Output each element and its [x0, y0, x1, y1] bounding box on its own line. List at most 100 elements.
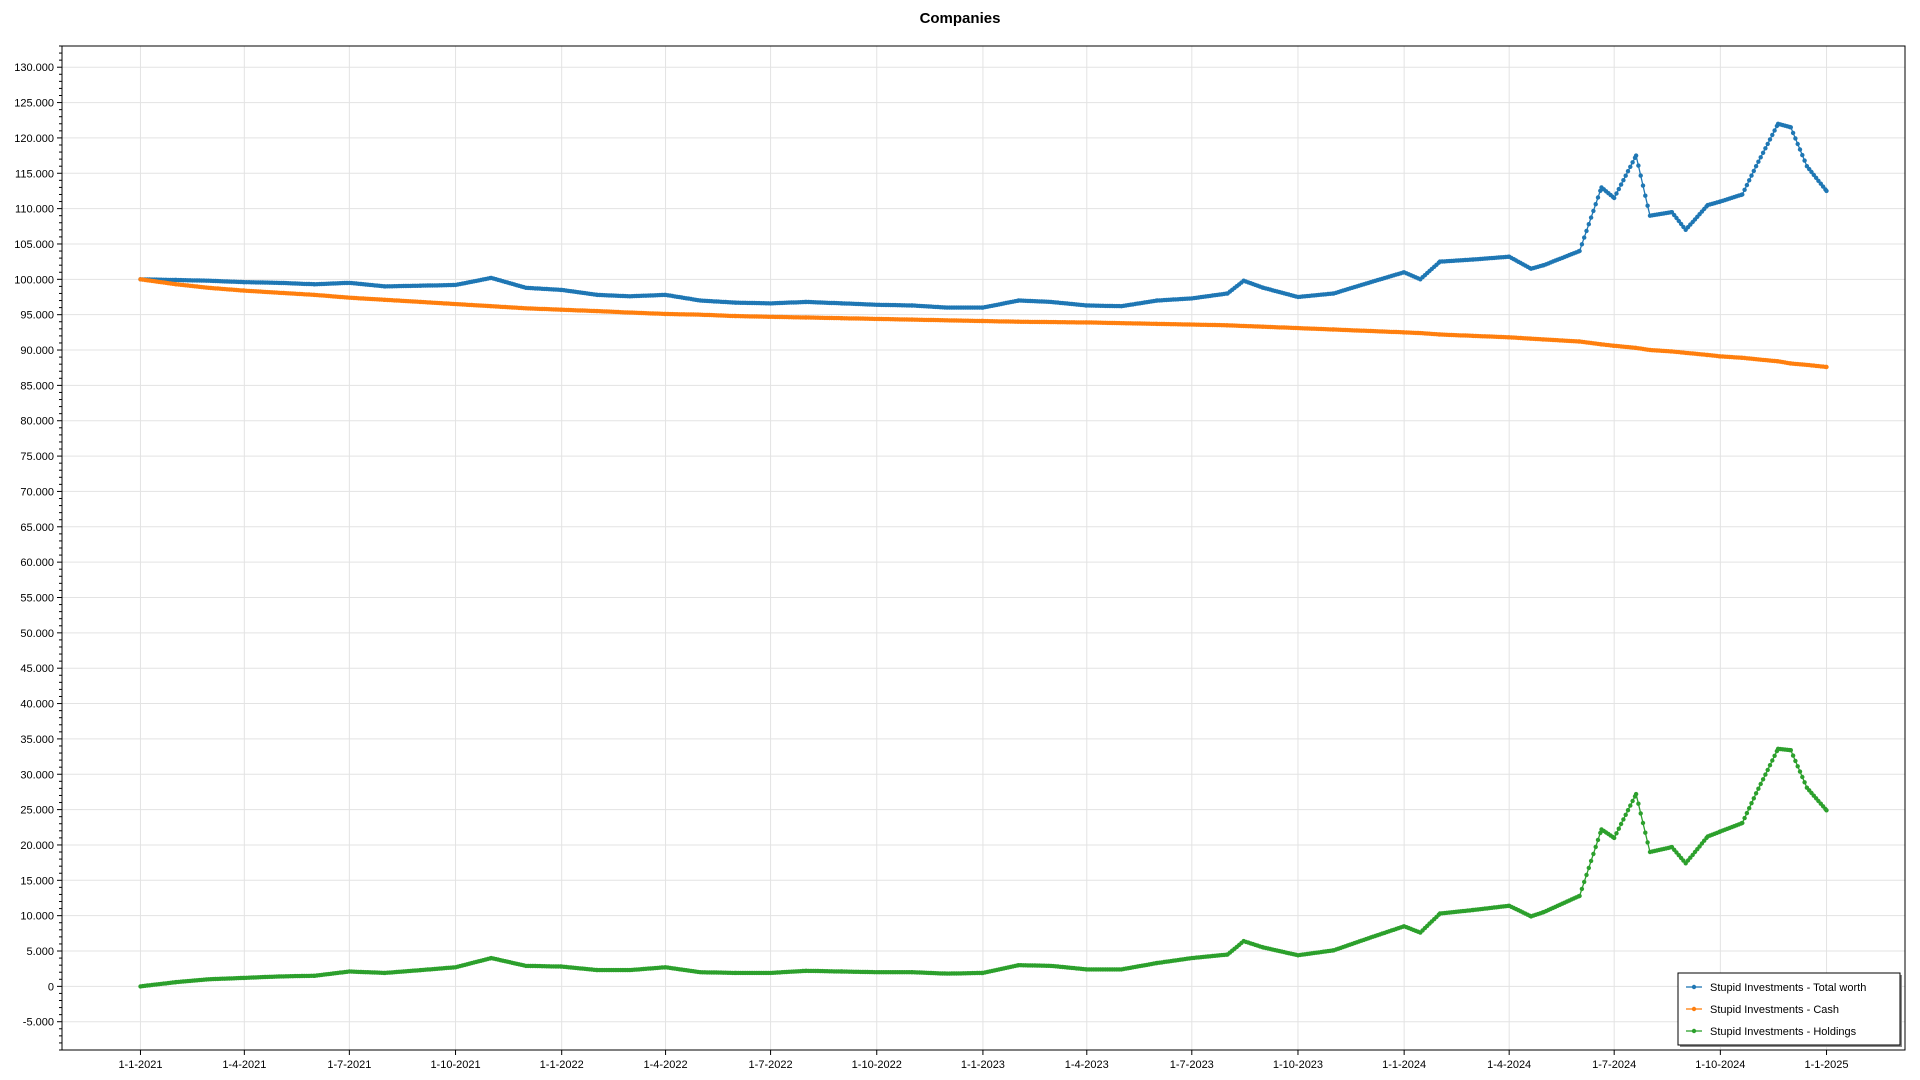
x-tick-label: 1-1-2022	[540, 1059, 584, 1071]
y-tick-label: 85.000	[20, 380, 54, 392]
data-point	[1753, 164, 1759, 169]
data-point	[1636, 801, 1641, 806]
grid	[62, 46, 1905, 1050]
y-tick-label: -5.000	[23, 1017, 54, 1029]
y-tick-label: 15.000	[20, 875, 54, 887]
data-point	[1579, 242, 1585, 247]
x-tick-label: 1-4-2022	[644, 1059, 688, 1071]
data-point	[1747, 806, 1752, 811]
x-tick-label: 1-10-2022	[852, 1059, 902, 1071]
data-point	[1593, 202, 1598, 207]
y-tick-label: 125.000	[14, 98, 54, 110]
data-point	[1795, 764, 1800, 769]
y-tick-label: 110.000	[15, 204, 54, 216]
data-point	[1612, 835, 1617, 841]
data-point	[1628, 803, 1633, 808]
data-point	[1744, 810, 1750, 816]
data-point	[1586, 222, 1592, 227]
y-tick-label: 80.000	[20, 416, 54, 428]
data-point	[1582, 235, 1587, 240]
y-tick-label: 115.000	[15, 168, 54, 180]
data-point	[1767, 137, 1773, 142]
data-point	[1824, 364, 1829, 370]
data-point	[1747, 178, 1752, 183]
x-tick-label: 1-1-2021	[118, 1059, 162, 1071]
data-point	[1756, 159, 1761, 164]
x-tick-label: 1-10-2023	[1273, 1059, 1323, 1071]
data-point	[1630, 160, 1635, 165]
y-tick-label: 25.000	[20, 805, 54, 817]
y-tick-label: 75.000	[20, 451, 54, 463]
data-point	[1621, 817, 1626, 822]
data-point	[1824, 808, 1829, 813]
x-tick-label: 1-7-2023	[1170, 1059, 1214, 1071]
data-point	[1621, 178, 1626, 183]
x-tick-label: 1-7-2024	[1592, 1059, 1636, 1071]
x-tick-label: 1-10-2021	[430, 1059, 480, 1071]
data-point	[1598, 188, 1603, 193]
data-point	[1674, 215, 1679, 221]
data-point	[1593, 844, 1598, 850]
y-tick-label: 55.000	[20, 592, 54, 604]
data-point	[1770, 758, 1775, 763]
data-point	[1797, 147, 1803, 152]
data-point	[1595, 195, 1601, 200]
data-point	[1802, 158, 1807, 163]
data-point	[1645, 203, 1650, 208]
data-point	[1623, 812, 1628, 817]
data-point	[1763, 146, 1768, 151]
data-point	[1614, 191, 1619, 196]
y-tick-label: 45.000	[20, 663, 54, 675]
axes: -5.000 0 5.000 10.000 15.000 20.000 25.000 30.0…	[14, 45, 1906, 1071]
y-tick-label: 95.000	[20, 310, 54, 322]
legend-swatch-marker	[1691, 984, 1697, 990]
legend-label: Stupid Investments - Holdings	[1710, 1026, 1857, 1038]
data-point	[1633, 153, 1639, 158]
chart-title: Companies	[919, 10, 1001, 27]
data-point	[1824, 188, 1829, 194]
data-point	[1790, 753, 1796, 758]
data-point	[1630, 798, 1635, 804]
data-point	[1640, 820, 1646, 826]
data-point	[1793, 136, 1798, 141]
data-point	[1598, 830, 1603, 836]
legend-box	[1677, 972, 1901, 1046]
data-point	[1638, 811, 1643, 816]
x-tick-label: 1-10-2024	[1695, 1059, 1745, 1071]
data-point	[1751, 168, 1757, 174]
data-point	[1678, 221, 1684, 227]
y-tick-label: 10.000	[20, 911, 54, 923]
y-tick-label: 20.000	[20, 840, 54, 852]
data-point	[1740, 820, 1745, 826]
y-tick-label: 120.000	[14, 133, 54, 145]
data-point	[1645, 840, 1650, 845]
data-point	[1740, 192, 1745, 197]
data-point	[1625, 808, 1631, 813]
data-point	[1591, 851, 1596, 857]
y-tick-label: 35.000	[20, 734, 54, 746]
data-point	[1636, 163, 1641, 168]
data-point	[1758, 155, 1763, 160]
y-tick-label: 0	[48, 981, 54, 993]
y-tick-label: 100.000	[14, 274, 54, 286]
data-point	[1586, 865, 1592, 871]
y-tick-label: 30.000	[20, 769, 54, 781]
data-point	[1640, 183, 1646, 188]
x-tick-label: 1-7-2022	[749, 1059, 793, 1071]
x-tick-label: 1-1-2023	[961, 1059, 1005, 1071]
data-point	[1633, 791, 1639, 797]
data-point	[1625, 169, 1631, 174]
data-point	[1800, 152, 1805, 158]
data-point	[1770, 132, 1775, 138]
data-point	[1756, 786, 1761, 791]
x-tick-label: 1-1-2025	[1805, 1059, 1849, 1071]
y-tick-label: 65.000	[20, 522, 54, 534]
data-point	[1742, 815, 1747, 821]
x-tick-label: 1-4-2023	[1065, 1059, 1109, 1071]
data-point	[1772, 128, 1777, 133]
data-point	[1588, 215, 1594, 220]
y-tick-label: 70.000	[20, 486, 54, 498]
legend-swatch-marker	[1691, 1006, 1697, 1012]
data-point	[1618, 182, 1624, 187]
